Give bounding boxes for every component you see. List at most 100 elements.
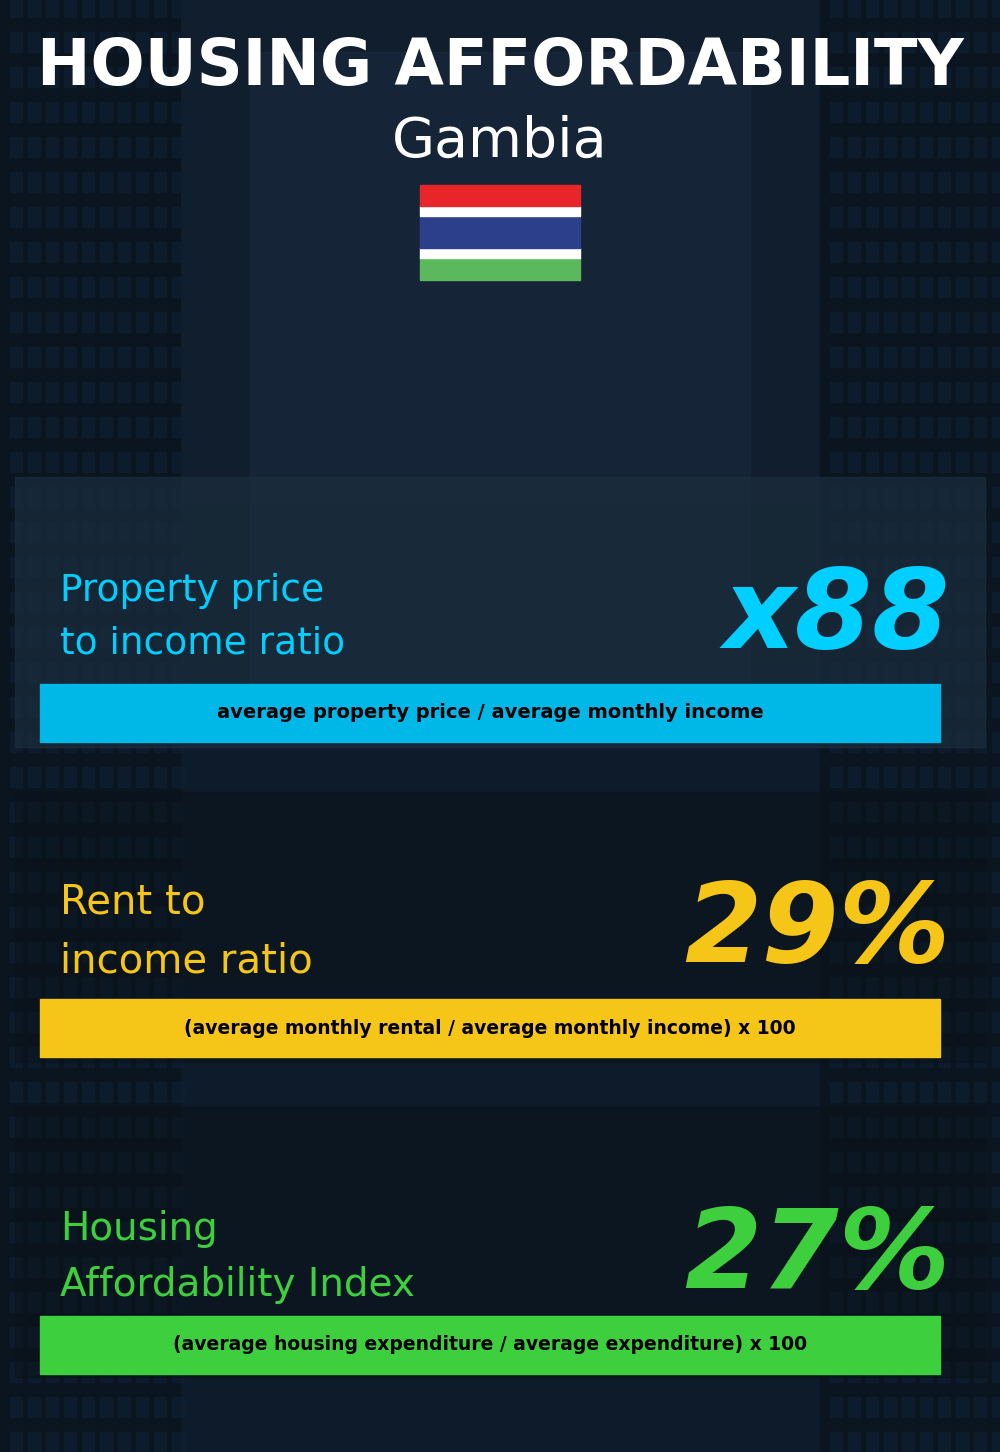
Bar [866,171,878,192]
Bar [136,277,148,298]
Bar [884,942,896,963]
Bar [28,312,40,333]
Bar [28,1117,40,1137]
Bar [100,767,112,787]
Bar [956,558,968,576]
Bar [46,1082,58,1102]
Bar [866,67,878,87]
Bar [82,171,94,192]
Bar [902,1292,914,1313]
Bar [830,171,842,192]
Bar [82,1223,94,1241]
Bar [866,1082,878,1102]
Bar [884,171,896,192]
Bar [64,732,76,752]
Bar [848,1151,860,1172]
Bar [154,1223,166,1241]
Bar [172,1117,184,1137]
Bar [956,417,968,437]
Bar [82,1117,94,1137]
Bar [64,67,76,87]
Bar [10,1082,22,1102]
Bar [866,836,878,857]
Bar [884,242,896,261]
Bar [118,592,130,611]
Bar [956,873,968,892]
Bar [154,1257,166,1276]
Bar [100,1012,112,1032]
Text: 27%: 27% [684,1204,950,1311]
Bar [172,208,184,227]
Bar [974,908,986,926]
Bar [902,277,914,298]
Bar [956,908,968,926]
Bar [830,1362,842,1382]
Bar [118,1047,130,1067]
Bar [154,977,166,998]
Bar [938,802,950,822]
Bar [46,0,58,17]
Bar [172,136,184,157]
Bar [992,1223,1000,1241]
Bar [28,977,40,998]
Bar [46,873,58,892]
Bar [974,382,986,402]
Bar [172,32,184,52]
Bar [974,0,986,17]
Bar [956,1186,968,1207]
Bar [82,0,94,17]
Bar [172,242,184,261]
Bar [866,1186,878,1207]
Bar [920,732,932,752]
Bar [118,347,130,367]
Bar [974,1362,986,1382]
Bar [902,977,914,998]
Bar [64,802,76,822]
Bar [956,802,968,822]
Bar [154,908,166,926]
Bar [82,1186,94,1207]
Bar [64,1117,76,1137]
Bar [848,417,860,437]
Bar [956,1432,968,1452]
Bar [64,977,76,998]
Bar [10,1432,22,1452]
Bar [46,697,58,717]
Bar [866,102,878,122]
Bar [974,767,986,787]
Bar [172,102,184,122]
Bar [100,312,112,333]
Bar [82,942,94,963]
Bar [920,1186,932,1207]
Bar [992,102,1000,122]
Bar [884,1327,896,1347]
Bar [830,1047,842,1067]
Bar [82,382,94,402]
Bar [46,1117,58,1137]
Bar [154,836,166,857]
Bar [154,1327,166,1347]
Bar [884,1223,896,1241]
Bar [830,523,842,542]
Bar [902,102,914,122]
Bar [830,417,842,437]
Bar [920,102,932,122]
Bar [118,1432,130,1452]
Bar [830,382,842,402]
Bar [830,486,842,507]
Bar [100,1186,112,1207]
Bar [938,1186,950,1207]
Bar [848,942,860,963]
Bar [172,1047,184,1067]
Bar [920,942,932,963]
Bar [136,347,148,367]
Bar [10,802,22,822]
Bar [0,0,1000,502]
Bar [920,1223,932,1241]
Bar [64,558,76,576]
Bar [992,767,1000,787]
Bar [866,977,878,998]
Bar [118,312,130,333]
Bar [992,1432,1000,1452]
Bar [172,908,184,926]
